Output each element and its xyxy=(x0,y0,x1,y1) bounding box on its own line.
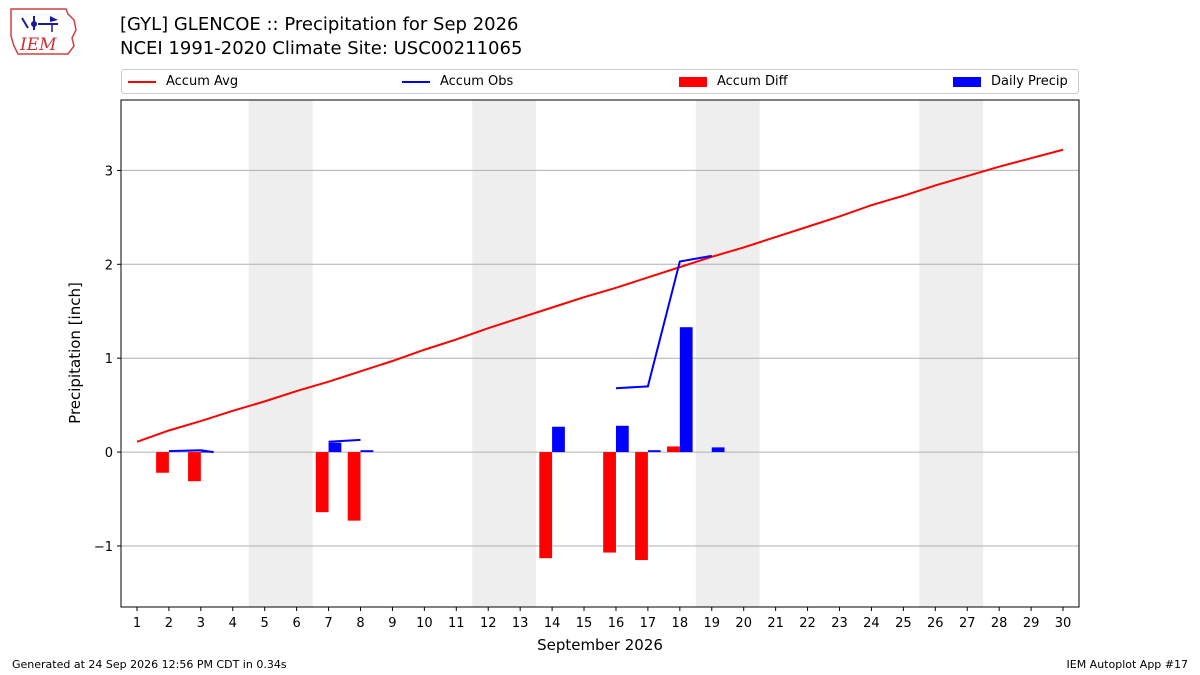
x-tick-label: 27 xyxy=(959,616,976,631)
x-tick-label: 20 xyxy=(735,616,752,631)
weekend-band-1 xyxy=(472,100,537,607)
accum-obs-line-0 xyxy=(168,449,214,454)
x-tick-label: 2 xyxy=(165,616,173,631)
x-tick-label: 1 xyxy=(133,616,141,631)
accum-avg-line xyxy=(136,148,1064,443)
legend-label-accum-diff: Accum Diff xyxy=(717,74,788,89)
y-gridlines xyxy=(121,169,1079,547)
legend-swatch-accum-obs xyxy=(402,80,430,83)
accum-obs-line-1 xyxy=(328,438,361,443)
accum-diff-bar xyxy=(603,452,616,553)
x-tick-label: 4 xyxy=(229,616,237,631)
y-axis: −1 0 1 2 3 xyxy=(94,164,121,555)
legend-swatch-daily-precip xyxy=(953,76,981,87)
legend-label-daily-precip: Daily Precip xyxy=(991,74,1068,89)
accum-diff-bar xyxy=(539,452,553,559)
iem-logo[interactable]: IEM xyxy=(8,6,80,58)
legend-label-accum-obs: Accum Obs xyxy=(440,74,514,89)
legend: Accum Avg Accum Obs Accum Diff Daily Pre… xyxy=(121,69,1079,94)
accum-diff-bar xyxy=(156,452,169,473)
accum-diff-bar xyxy=(315,452,329,513)
accum-diff-bar xyxy=(188,452,201,482)
x-tick-label: 17 xyxy=(640,616,657,631)
daily-precip-bar xyxy=(615,425,629,453)
logo-text: IEM xyxy=(19,35,57,55)
y-axis-label: Precipitation [inch] xyxy=(66,282,84,424)
x-tick-label: 15 xyxy=(576,616,593,631)
bars xyxy=(156,327,725,561)
x-axis: 1 2 3 4 5 6 7 8 9 10 11 12 13 14 15 16 17 18 19 20 21 22 23 24 2… xyxy=(133,607,1071,631)
accum-diff-bar xyxy=(347,452,361,521)
daily-precip-bar xyxy=(679,327,693,453)
footer-generated: Generated at 24 Sep 2026 12:56 PM CDT in… xyxy=(12,658,287,671)
x-axis-label: September 2026 xyxy=(537,636,663,654)
accum-diff-bar xyxy=(667,446,680,453)
weekend-band-0 xyxy=(248,100,313,607)
x-tick-label: 30 xyxy=(1055,616,1072,631)
legend-item-accum-diff: Accum Diff xyxy=(679,74,788,89)
daily-precip-bar xyxy=(711,447,725,453)
daily-precip-bar xyxy=(360,450,374,453)
x-tick-label: 25 xyxy=(895,616,912,631)
legend-label-accum-avg: Accum Avg xyxy=(166,74,239,89)
plot-frame xyxy=(120,99,1080,608)
legend-item-accum-obs: Accum Obs xyxy=(402,74,513,89)
weekend-shading xyxy=(248,100,984,607)
x-tick-label: 5 xyxy=(261,616,269,631)
accum-obs-line-2 xyxy=(615,254,712,390)
x-tick-label: 24 xyxy=(863,616,880,631)
legend-swatch-accum-avg xyxy=(128,80,156,83)
chart-subtitle: NCEI 1991-2020 Climate Site: USC00211065 xyxy=(120,38,523,59)
daily-precip-bar xyxy=(552,426,565,453)
x-tick-label: 14 xyxy=(544,616,561,631)
legend-item-accum-avg: Accum Avg xyxy=(128,74,238,89)
x-tick-label: 7 xyxy=(324,616,332,631)
y-tick-label: −1 xyxy=(94,540,113,555)
x-tick-label: 9 xyxy=(388,616,396,631)
y-tick-label: 3 xyxy=(105,164,113,179)
footer-app-id: IEM Autoplot App #17 xyxy=(1066,658,1189,671)
x-tick-label: 11 xyxy=(448,616,465,631)
y-tick-label: 1 xyxy=(105,352,113,367)
x-tick-label: 12 xyxy=(480,616,497,631)
x-tick-label: 19 xyxy=(703,616,720,631)
weekend-band-2 xyxy=(695,100,760,607)
x-tick-label: 23 xyxy=(831,616,848,631)
chart-title: [GYL] GLENCOE :: Precipitation for Sep 2… xyxy=(120,14,519,35)
x-tick-label: 8 xyxy=(356,616,364,631)
x-tick-label: 28 xyxy=(991,616,1008,631)
x-tick-label: 13 xyxy=(512,616,529,631)
x-tick-label: 26 xyxy=(927,616,944,631)
y-tick-label: 0 xyxy=(105,446,113,461)
daily-precip-bar xyxy=(328,442,342,453)
x-tick-label: 6 xyxy=(292,616,300,631)
x-tick-label: 16 xyxy=(608,616,625,631)
legend-swatch-accum-diff xyxy=(679,76,707,87)
x-tick-label: 18 xyxy=(672,616,689,631)
daily-precip-bar xyxy=(647,450,661,453)
lines xyxy=(136,148,1064,454)
iem-logo-icon: IEM xyxy=(10,8,77,55)
x-tick-label: 29 xyxy=(1023,616,1040,631)
accum-diff-bar xyxy=(635,452,648,561)
legend-item-daily-precip: Daily Precip xyxy=(953,74,1068,89)
x-tick-label: 21 xyxy=(767,616,784,631)
y-tick-label: 2 xyxy=(105,258,113,273)
x-tick-label: 10 xyxy=(416,616,433,631)
x-tick-label: 22 xyxy=(799,616,816,631)
weekend-band-3 xyxy=(919,100,984,607)
x-tick-label: 3 xyxy=(197,616,205,631)
